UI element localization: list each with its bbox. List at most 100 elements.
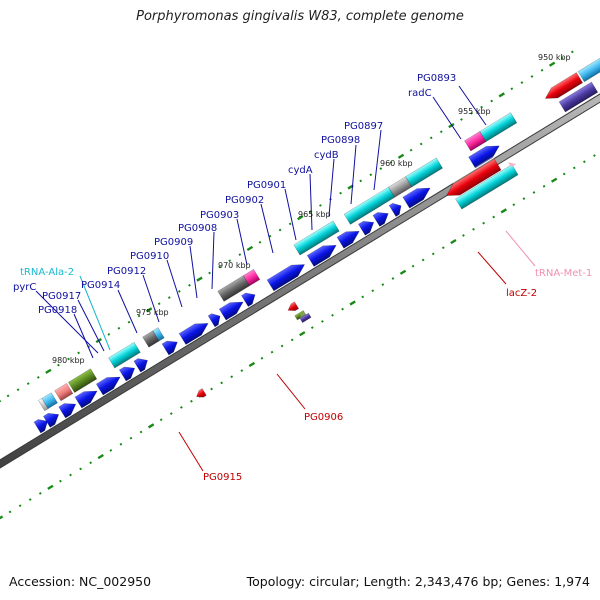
gene-label-pg0915[interactable]: PG0915 — [203, 472, 242, 483]
gene-label-trna-met-1[interactable]: tRNA-Met-1 — [535, 268, 592, 279]
trna-met-marker[interactable] — [508, 159, 517, 168]
gene-label-pg0901[interactable]: PG0901 — [247, 180, 286, 191]
ruler-mark-inner-47 — [472, 227, 475, 231]
cds-forward-3[interactable] — [73, 383, 100, 409]
ruler-mark-outer-40 — [397, 153, 405, 159]
ruler-mark-inner-45 — [450, 238, 457, 245]
ruler-mark-inner-39 — [391, 277, 395, 280]
ruler-mark-outer-8 — [77, 351, 80, 355]
gene-label-pg0908[interactable]: PG0908 — [178, 223, 217, 234]
cds-forward-9[interactable] — [207, 308, 224, 328]
ruler-mark-inner-32 — [321, 320, 324, 323]
gene-block-lacz-2[interactable] — [442, 154, 504, 201]
tick-label-980: 980 kbp — [52, 356, 85, 365]
gene-block-olive[interactable] — [67, 364, 100, 393]
cds-forward-8[interactable] — [178, 315, 212, 345]
ruler-mark-inner-6 — [59, 479, 62, 483]
ruler-mark-inner-36 — [361, 295, 365, 299]
ruler-mark-inner-3 — [28, 498, 32, 501]
gene-block-pg0897[interactable] — [404, 153, 445, 188]
cds-forward-14[interactable] — [336, 223, 363, 249]
cds-forward-7[interactable] — [160, 334, 180, 356]
gene-label-radc[interactable]: radC — [408, 88, 432, 99]
cds-forward-4[interactable] — [95, 369, 124, 396]
cds-forward-15[interactable] — [357, 214, 377, 236]
gene-label-pg0906[interactable]: PG0906 — [304, 412, 343, 423]
cds-forward-16[interactable] — [371, 205, 391, 227]
cds-forward-17[interactable] — [388, 198, 405, 217]
cds-forward-1[interactable] — [42, 406, 62, 428]
gene-label-pg0914[interactable]: PG0914 — [81, 280, 120, 291]
genome-backbone-inner — [0, 94, 600, 468]
gene-label-cydb[interactable]: cydB — [314, 150, 339, 161]
gene-block-red-right[interactable] — [541, 68, 586, 103]
ruler-mark-inner-40 — [399, 269, 407, 275]
ruler-mark-outer-28 — [278, 228, 282, 232]
ruler-mark-outer-49 — [490, 99, 494, 103]
cds-forward-5[interactable] — [118, 360, 138, 382]
gene-block-navy-right[interactable] — [558, 77, 600, 113]
ruler-mark-inner-48 — [482, 221, 485, 225]
gene-block-pg0909[interactable] — [242, 265, 263, 287]
ruler-mark-outer-25 — [246, 245, 254, 252]
ruler-mark-inner-15 — [147, 423, 155, 429]
ruler-mark-inner-26 — [260, 356, 264, 360]
cds-forward-2[interactable] — [57, 396, 79, 419]
gene-label-lacz-2[interactable]: lacZ-2 — [506, 288, 537, 299]
ruler-mark-outer-12 — [117, 326, 121, 330]
ruler-mark-outer-34 — [339, 191, 342, 195]
ruler-mark-outer-46 — [460, 118, 463, 121]
ruler-mark-outer-4 — [36, 376, 40, 379]
tick-label-965: 965 kbp — [298, 210, 331, 219]
gene-label-pyrc[interactable]: pyrC — [13, 282, 36, 293]
ruler-mark-outer-51 — [510, 87, 514, 91]
cds-forward-12[interactable] — [265, 256, 307, 292]
gene-block-trna-ala-2[interactable] — [151, 323, 166, 342]
gene-label-pg0893[interactable]: PG0893 — [417, 73, 456, 84]
cds-forward-right[interactable] — [467, 138, 503, 169]
tick-label-975: 975 kbp — [136, 308, 169, 317]
gene-label-pg0902[interactable]: PG0902 — [225, 195, 264, 206]
gene-block-pg0893[interactable] — [478, 108, 519, 142]
ruler-mark-inner-24 — [240, 369, 244, 372]
ruler-mark-outer-3 — [26, 382, 30, 385]
gene-block-light[interactable] — [37, 394, 51, 412]
ruler-mark-outer-42 — [419, 142, 423, 146]
gene-label-pg0912[interactable]: PG0912 — [107, 266, 146, 277]
cds-forward-6[interactable] — [132, 352, 151, 373]
ruler-mark-outer-5 — [45, 368, 52, 374]
gene-label-pg0903[interactable]: PG0903 — [200, 210, 239, 221]
cds-forward-10[interactable] — [218, 294, 247, 321]
gene-block-olive-small[interactable] — [293, 306, 308, 321]
cds-forward-18[interactable] — [401, 180, 433, 209]
gene-label-trna-ala-2[interactable]: tRNA-Ala-2 — [20, 267, 74, 278]
gene-label-pg0909[interactable]: PG0909 — [154, 237, 193, 248]
ruler-mark-outer-37 — [369, 173, 373, 177]
cds-forward-0[interactable] — [32, 413, 51, 434]
gene-block-pg0917[interactable] — [107, 338, 143, 369]
ruler-mark-outer-56 — [560, 56, 564, 60]
ruler-mark-inner-12 — [119, 442, 123, 446]
ruler-mark-inner-5 — [47, 484, 54, 490]
gene-block-sky-right[interactable] — [576, 52, 600, 83]
ruler-mark-inner-18 — [179, 406, 183, 409]
ruler-mark-inner-41 — [411, 264, 415, 268]
ruler-mark-outer-20 — [196, 276, 203, 282]
gene-block-pg0903[interactable] — [292, 216, 342, 256]
gene-block-pg0906[interactable] — [284, 297, 301, 314]
gene-label-pg0917[interactable]: PG0917 — [42, 291, 81, 302]
gene-label-pg0898[interactable]: PG0898 — [321, 135, 360, 146]
gene-block-pg0915[interactable] — [193, 384, 209, 400]
gene-label-pg0910[interactable]: PG0910 — [130, 251, 169, 262]
gene-label-cyda[interactable]: cydA — [288, 165, 313, 176]
gene-block-salmon[interactable] — [53, 379, 75, 402]
gene-label-pg0918[interactable]: PG0918 — [38, 305, 77, 316]
ruler-mark-outer-19 — [188, 283, 191, 287]
gene-label-pg0897[interactable]: PG0897 — [344, 121, 383, 132]
ruler-mark-outer-14 — [137, 314, 141, 318]
ruler-mark-inner-27 — [270, 350, 274, 354]
cds-forward-13[interactable] — [306, 237, 340, 267]
gene-block-navy-small[interactable] — [298, 309, 313, 323]
cds-forward-11[interactable] — [240, 287, 259, 307]
ruler-mark-outer-29 — [288, 222, 292, 226]
